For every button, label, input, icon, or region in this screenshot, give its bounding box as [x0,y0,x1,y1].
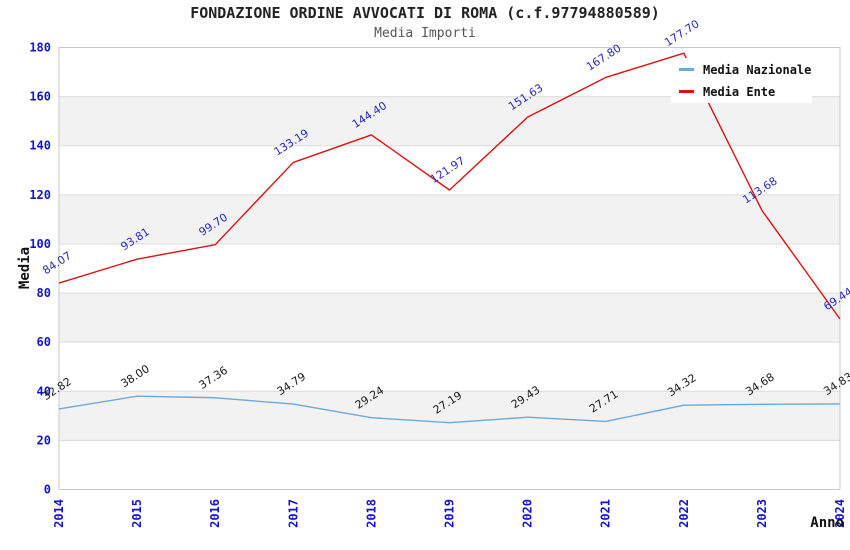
x-tick-label: 2022 [677,499,691,528]
x-tick-label: 2024 [833,499,847,528]
chart-title: FONDAZIONE ORDINE AVVOCATI DI ROMA (c.f.… [190,4,660,22]
series-line-media-ente [58,52,841,320]
y-tick-label: 160 [29,90,51,104]
x-tick-label: 2014 [52,499,66,528]
y-tick-label: 180 [29,41,51,55]
legend-label-media-nazionale: Media Nazionale [703,62,812,77]
x-tick-label: 2017 [286,499,300,528]
x-axis-title: Anno [810,515,844,531]
x-tick-label: 2021 [599,499,613,528]
x-tick-label: 2020 [521,499,535,528]
y-tick-label: 120 [29,188,51,202]
x-tick-label: 2019 [443,499,457,528]
y-tick-label: 0 [44,483,51,497]
x-tick-label: 2015 [130,499,144,528]
plot-band [59,145,840,195]
legend-swatch-media-ente-icon [679,90,694,93]
x-tick-label: 2023 [755,499,769,528]
plot-border [58,47,841,490]
y-tick-label: 100 [29,237,51,251]
plot-band [59,96,840,146]
plot-band [59,243,840,294]
y-tick-label: 40 [37,384,51,398]
legend-item-media-nazionale: Media Nazionale [671,63,812,77]
legend-item-media-ente: Media Ente [671,85,812,99]
y-tick-label: 20 [37,433,51,447]
x-tick-label: 2016 [208,499,222,528]
legend: Media Nazionale Media Ente [671,58,812,103]
x-tick-label: 2018 [364,499,378,528]
y-tick-label: 80 [37,286,51,300]
y-tick-label: 60 [37,335,51,349]
plot-band [59,342,840,392]
y-tick-label: 140 [29,139,51,153]
plot-band [59,194,840,244]
legend-label-media-ente: Media Ente [703,84,776,99]
legend-swatch-media-nazionale-icon [679,68,694,71]
y-axis-title: Media [17,246,33,290]
plot-band [59,440,840,490]
series-line-media-nazionale [58,395,841,424]
chart-subtitle: Media Importi [374,26,476,41]
plot-band [59,293,840,343]
plot-band [59,391,840,441]
